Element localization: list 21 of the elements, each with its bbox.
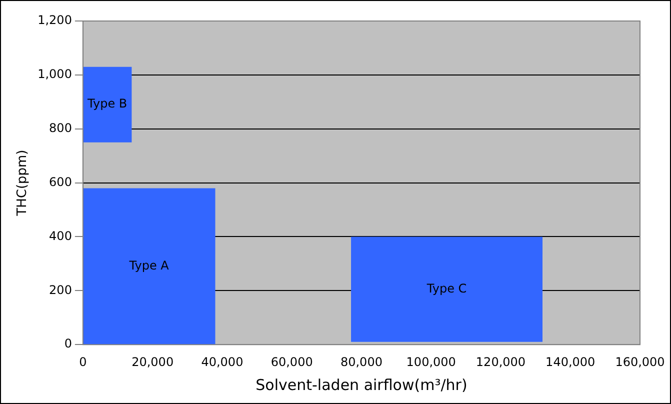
x-tick-label: 140,000	[546, 354, 596, 369]
x-tick-label: 60,000	[270, 354, 313, 369]
y-axis-title: THC(ppm)	[15, 150, 30, 217]
x-tick-label: 120,000	[476, 354, 526, 369]
series-label: Type C	[426, 281, 467, 296]
x-axis-title: Solvent-laden airflow(m³/hr)	[256, 376, 468, 394]
x-tick-label: 160,000	[615, 354, 665, 369]
y-tick-label: 1,000	[38, 67, 72, 82]
series-label: Type B	[86, 96, 128, 111]
x-tick-label: 20,000	[132, 354, 174, 369]
x-tick-label: 100,000	[406, 354, 456, 369]
x-tick-label: 0	[79, 354, 87, 369]
y-tick-label: 0	[64, 336, 72, 351]
x-tick-label: 80,000	[340, 354, 382, 369]
y-tick-label: 600	[49, 174, 72, 189]
y-tick-label: 800	[49, 120, 72, 135]
x-tick-label: 40,000	[201, 354, 244, 369]
y-tick-label: 400	[49, 228, 72, 243]
series-label: Type A	[128, 258, 170, 273]
y-tick-label: 200	[49, 282, 72, 297]
y-tick-label: 1,200	[38, 13, 72, 28]
